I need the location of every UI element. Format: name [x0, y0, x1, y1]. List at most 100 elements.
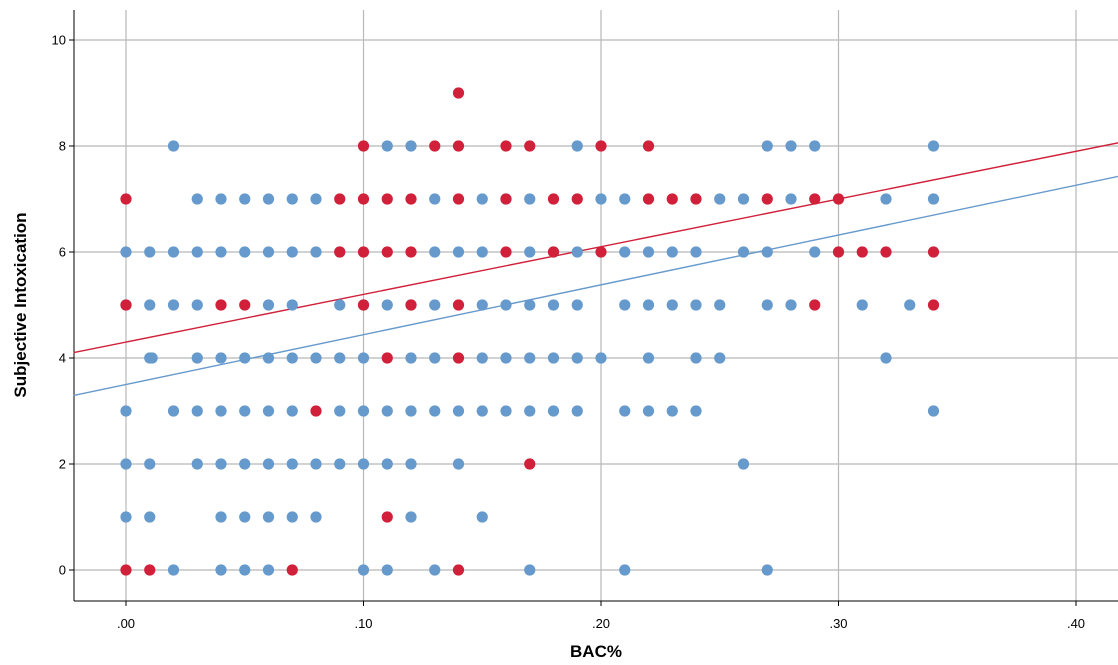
scatter-point-series-1: [619, 299, 631, 311]
scatter-point-series-1: [405, 352, 417, 364]
scatter-point-series-2: [286, 564, 298, 576]
scatter-point-series-2: [334, 193, 346, 205]
scatter-point-series-2: [761, 193, 773, 205]
scatter-point-series-1: [286, 352, 298, 364]
scatter-point-series-1: [714, 299, 726, 311]
scatter-point-series-1: [286, 246, 298, 258]
scatter-point-series-2: [452, 140, 465, 152]
scatter-point-series-1: [167, 246, 180, 258]
scatter-point-series-1: [144, 299, 156, 311]
scatter-point-series-2: [690, 193, 702, 205]
scatter-point-series-2: [642, 193, 655, 205]
scatter-point-series-1: [737, 458, 750, 470]
scatter-point-series-2: [239, 299, 251, 311]
scatter-point-series-1: [927, 193, 940, 205]
scatter-point-series-1: [595, 352, 607, 364]
scatter-point-series-2: [120, 299, 132, 311]
scatter-point-series-1: [215, 564, 227, 576]
scatter-point-series-2: [452, 87, 465, 99]
scatter-point-series-1: [619, 564, 631, 576]
scatter-point-series-1: [120, 246, 132, 258]
scatter-point-series-1: [809, 246, 821, 258]
scatter-point-series-1: [737, 246, 750, 258]
scatter-point-series-1: [405, 511, 417, 523]
scatter-point-series-1: [524, 352, 536, 364]
scatter-point-series-1: [524, 193, 536, 205]
scatter-point-series-1: [381, 140, 393, 152]
scatter-point-series-1: [642, 299, 655, 311]
scatter-point-series-1: [286, 511, 298, 523]
scatter-point-series-1: [381, 299, 393, 311]
scatter-point-series-1: [286, 193, 298, 205]
scatter-point-series-1: [215, 511, 227, 523]
scatter-point-series-2: [666, 193, 678, 205]
scatter-point-series-1: [690, 405, 702, 417]
scatter-point-series-2: [856, 246, 868, 258]
scatter-point-series-2: [832, 193, 845, 205]
y-axis-title: Subjective Intoxication: [11, 212, 30, 397]
scatter-point-series-1: [334, 352, 346, 364]
scatter-point-series-1: [476, 193, 488, 205]
scatter-point-series-1: [547, 299, 560, 311]
scatter-point-series-1: [642, 352, 655, 364]
scatter-point-series-1: [357, 352, 370, 364]
scatter-point-series-1: [357, 405, 370, 417]
scatter-point-series-1: [239, 246, 251, 258]
scatter-point-series-1: [215, 405, 227, 417]
scatter-point-series-2: [642, 140, 655, 152]
scatter-point-series-2: [405, 299, 417, 311]
scatter-point-series-1: [642, 246, 655, 258]
scatter-point-series-2: [357, 299, 370, 311]
scatter-point-series-1: [476, 405, 488, 417]
scatter-point-series-1: [500, 299, 512, 311]
scatter-point-series-2: [927, 299, 940, 311]
scatter-point-series-2: [381, 511, 393, 523]
scatter-point-series-1: [856, 299, 868, 311]
scatter-point-series-1: [167, 564, 180, 576]
x-tick-label: .40: [1067, 616, 1085, 631]
scatter-point-series-1: [904, 299, 916, 311]
scatter-point-series-1: [286, 299, 298, 311]
scatter-point-series-1: [239, 564, 251, 576]
x-tick-label: .20: [592, 616, 610, 631]
scatter-point-series-1: [714, 352, 726, 364]
scatter-point-series-1: [310, 458, 322, 470]
scatter-point-series-1: [120, 405, 132, 417]
scatter-point-series-2: [357, 246, 370, 258]
scatter-point-series-2: [524, 458, 536, 470]
scatter-point-series-1: [381, 405, 393, 417]
scatter-point-series-2: [215, 299, 227, 311]
scatter-point-series-1: [262, 193, 275, 205]
scatter-point-series-1: [429, 405, 441, 417]
y-tick-label: 6: [59, 245, 66, 260]
scatter-point-series-2: [547, 246, 560, 258]
scatter-point-series-1: [144, 458, 156, 470]
scatter-point-series-1: [144, 246, 156, 258]
scatter-point-series-1: [571, 352, 583, 364]
y-tick-label: 2: [59, 457, 66, 472]
scatter-point-series-1: [761, 140, 773, 152]
scatter-point-series-1: [146, 352, 158, 364]
scatter-point-series-1: [690, 352, 702, 364]
scatter-point-series-1: [357, 458, 370, 470]
data-points: [120, 87, 940, 576]
scatter-point-series-1: [262, 246, 275, 258]
fit-line-series-1: [73, 175, 1118, 397]
scatter-point-series-1: [262, 299, 275, 311]
x-axis-title: BAC%: [570, 642, 622, 661]
scatter-point-series-1: [452, 405, 465, 417]
scatter-point-series-2: [357, 193, 370, 205]
scatter-point-series-1: [262, 405, 275, 417]
scatter-point-series-1: [524, 246, 536, 258]
scatter-point-series-1: [310, 193, 322, 205]
scatter-point-series-1: [927, 140, 940, 152]
scatter-point-series-1: [571, 405, 583, 417]
scatter-point-series-1: [381, 564, 393, 576]
scatter-point-series-1: [880, 352, 892, 364]
scatter-point-series-1: [262, 352, 275, 364]
scatter-point-series-1: [690, 246, 702, 258]
scatter-point-series-1: [547, 352, 560, 364]
scatter-point-series-1: [761, 564, 773, 576]
scatter-point-series-2: [452, 193, 465, 205]
